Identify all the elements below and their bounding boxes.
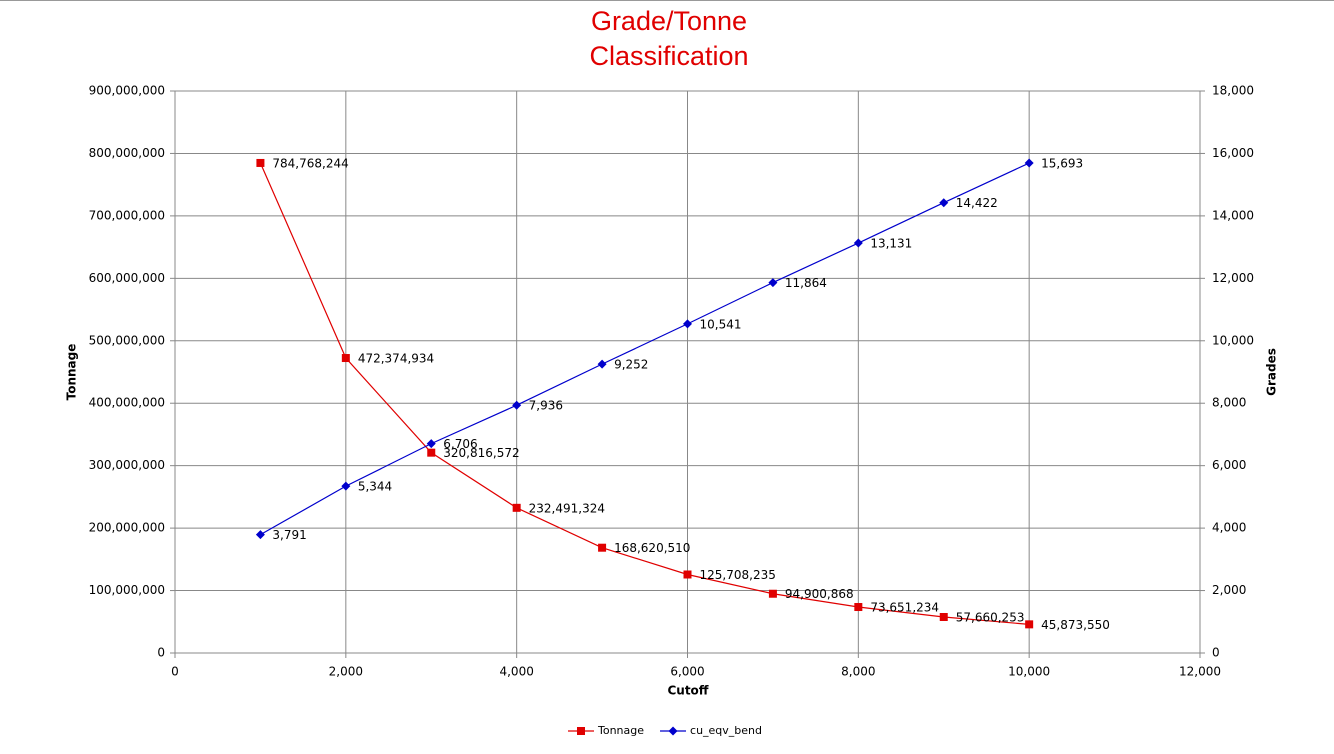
y2-tick-label: 16,000 (1212, 146, 1254, 160)
data-point (768, 589, 777, 598)
chart-title: Classification (589, 41, 748, 71)
y-tick-label: 600,000,000 (89, 271, 165, 285)
y2-tick-label: 14,000 (1212, 208, 1254, 222)
y-tick-label: 500,000,000 (89, 333, 165, 347)
data-label: 7,936 (529, 399, 563, 413)
y2-tick-label: 10,000 (1212, 333, 1254, 347)
y2-tick-label: 6,000 (1212, 458, 1246, 472)
series-line (260, 162, 1030, 536)
y2-tick-label: 2,000 (1212, 583, 1246, 597)
y-tick-label: 700,000,000 (89, 208, 165, 222)
data-label: 784,768,244 (272, 156, 348, 170)
data-point (854, 603, 863, 612)
series-line (259, 162, 1030, 625)
y-axis-label: Tonnage (65, 344, 79, 401)
data-point (939, 198, 949, 208)
y2-tick-label: 18,000 (1212, 84, 1254, 98)
legend-marker (668, 726, 678, 736)
data-label: 5,344 (358, 480, 392, 494)
data-label: 232,491,324 (529, 501, 605, 515)
y-tick-label: 100,000,000 (89, 583, 165, 597)
x-tick-label: 0 (171, 665, 179, 679)
data-label: 57,660,253 (956, 610, 1025, 624)
data-point (256, 158, 265, 167)
data-label: 125,708,235 (700, 568, 776, 582)
x-tick-label: 12,000 (1179, 665, 1221, 679)
x-tick-label: 6,000 (670, 665, 704, 679)
legend-label: Tonnage (597, 724, 644, 737)
data-point (255, 530, 265, 540)
legend-label: cu_eqv_bend (690, 724, 762, 737)
data-label: 14,422 (956, 196, 998, 210)
data-point (512, 400, 522, 410)
y2-tick-label: 12,000 (1212, 271, 1254, 285)
x-axis-label: Cutoff (667, 684, 708, 698)
data-label: 168,620,510 (614, 541, 690, 555)
x-tick-label: 10,000 (1008, 665, 1050, 679)
y-tick-label: 900,000,000 (89, 84, 165, 98)
y-tick-label: 0 (157, 646, 165, 660)
data-point (598, 543, 607, 552)
data-point (427, 448, 436, 457)
data-point (341, 354, 350, 363)
data-label: 6,706 (443, 437, 477, 451)
data-point (939, 612, 948, 621)
y-tick-label: 300,000,000 (89, 458, 165, 472)
data-label: 94,900,868 (785, 587, 854, 601)
chart-title: Grade/Tonne (591, 6, 747, 36)
data-point (768, 278, 778, 288)
data-label: 15,693 (1041, 157, 1083, 171)
data-point (683, 319, 692, 329)
data-label: 73,651,234 (870, 601, 939, 615)
legend-marker (577, 727, 585, 735)
data-point (1025, 620, 1034, 629)
data-point (1024, 158, 1034, 168)
data-label: 10,541 (700, 317, 742, 331)
data-point (853, 238, 863, 248)
y2-tick-label: 8,000 (1212, 396, 1246, 410)
data-point (597, 359, 607, 369)
data-label: 472,374,934 (358, 352, 434, 366)
data-point (341, 481, 351, 491)
data-point (512, 503, 521, 512)
y2-tick-label: 4,000 (1212, 521, 1246, 535)
x-tick-label: 4,000 (499, 665, 533, 679)
y2-axis-label: Grades (1265, 348, 1279, 396)
data-point (683, 570, 692, 579)
y-tick-label: 800,000,000 (89, 146, 165, 160)
data-label: 45,873,550 (1041, 618, 1110, 632)
data-label: 11,864 (785, 276, 827, 290)
y2-tick-label: 0 (1212, 646, 1220, 660)
data-label: 13,131 (870, 237, 912, 251)
y-tick-label: 200,000,000 (89, 521, 165, 535)
x-tick-label: 2,000 (329, 665, 363, 679)
x-tick-label: 8,000 (841, 665, 875, 679)
y-tick-label: 400,000,000 (89, 396, 165, 410)
data-label: 9,252 (614, 358, 648, 372)
data-label: 320,816,572 (443, 446, 519, 460)
data-point (426, 439, 436, 449)
plot-frame (174, 90, 1201, 654)
data-label: 3,791 (272, 528, 306, 542)
